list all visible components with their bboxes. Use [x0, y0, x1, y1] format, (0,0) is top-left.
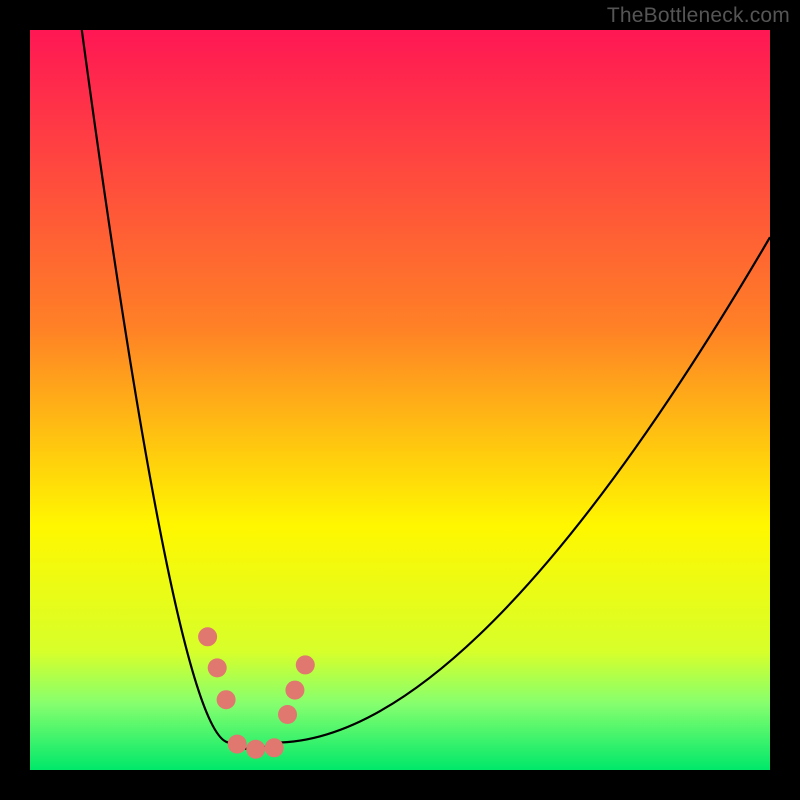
chart-svg	[30, 30, 770, 770]
bottleneck-curve	[82, 30, 770, 749]
curve-marker	[278, 705, 297, 724]
curve-marker	[246, 740, 265, 759]
curve-marker	[208, 658, 227, 677]
curve-marker	[285, 681, 304, 700]
curve-markers	[198, 627, 315, 758]
curve-marker	[228, 735, 247, 754]
curve-marker	[265, 738, 284, 757]
chart-plot-area	[30, 30, 770, 770]
curve-marker	[198, 627, 217, 646]
watermark-text: TheBottleneck.com	[607, 4, 790, 28]
curve-marker	[296, 655, 315, 674]
curve-marker	[217, 690, 236, 709]
